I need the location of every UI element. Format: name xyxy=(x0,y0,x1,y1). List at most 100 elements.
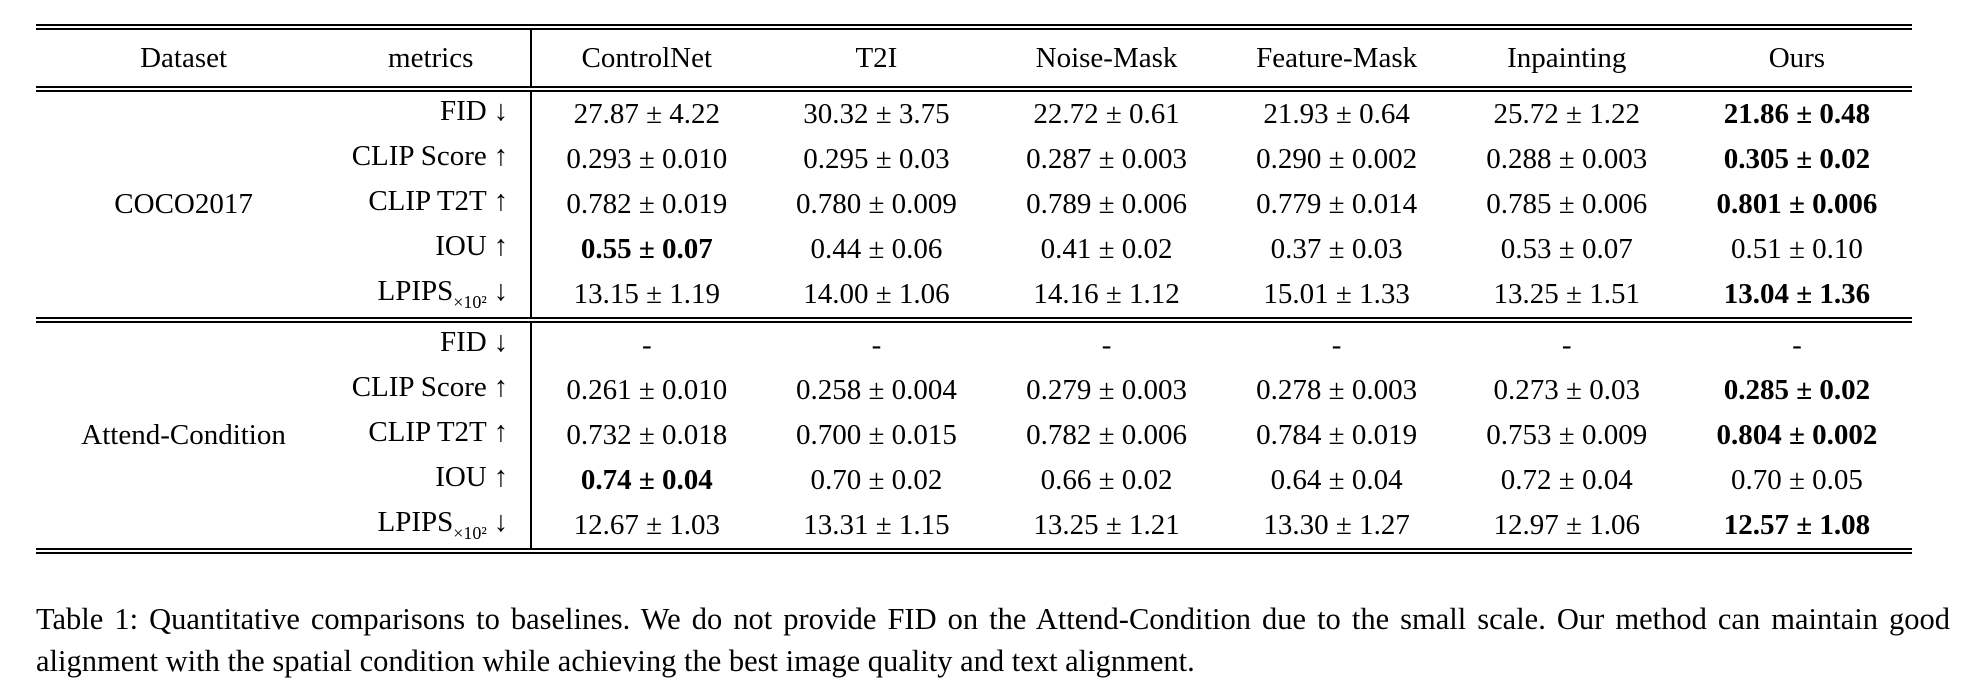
value-cell: 0.779 ± 0.014 xyxy=(1256,188,1418,220)
results-table: Dataset metrics ControlNet T2I Noise-Mas… xyxy=(36,24,1912,554)
table-row: IOU ↑ 0.55 ± 0.07 0.44 ± 0.06 0.41 ± 0.02 0.3… xyxy=(36,227,1912,272)
metric-label: CLIP Score ↑ xyxy=(331,137,533,182)
table-header-row: Dataset metrics ControlNet T2I Noise-Mas… xyxy=(36,27,1912,89)
metric-direction-arrow-icon: ↓ xyxy=(493,95,509,128)
metric-name: IOU xyxy=(435,230,487,263)
value-cell: 0.72 ± 0.04 xyxy=(1500,464,1633,496)
table-row: CLIP Score ↑ 0.293 ± 0.010 0.295 ± 0.03 0.28… xyxy=(36,137,1912,182)
metric-direction-arrow-icon: ↓ xyxy=(493,275,509,308)
metric-direction-arrow-icon: ↑ xyxy=(493,230,509,263)
value-cell: 0.700 ± 0.015 xyxy=(795,419,957,451)
table-row: CLIP T2T ↑ 0.782 ± 0.019 0.780 ± 0.009 0.789… xyxy=(36,182,1912,227)
value-cell: 14.16 ± 1.12 xyxy=(1033,278,1180,310)
column-header-noise-mask: Noise-Mask xyxy=(1035,41,1178,74)
dataset-cell: COCO2017 xyxy=(114,188,253,220)
table-row: CLIP Score ↑ 0.261 ± 0.010 0.258 ± 0.004 0.2… xyxy=(36,368,1912,413)
dataset-cell: Attend-Condition xyxy=(81,419,286,451)
value-cell: 13.25 ± 1.21 xyxy=(1033,509,1180,541)
metric-label: FID ↓ xyxy=(331,320,533,368)
value-cell: 0.66 ± 0.02 xyxy=(1040,464,1173,496)
column-header-inpainting: Inpainting xyxy=(1507,41,1627,74)
value-cell: - xyxy=(1101,329,1112,361)
value-cell: 13.15 ± 1.19 xyxy=(573,278,721,310)
value-cell: 0.278 ± 0.003 xyxy=(1256,374,1418,406)
metric-label: FID ↓ xyxy=(331,89,533,137)
value-cell: 0.70 ± 0.02 xyxy=(810,464,943,496)
metric-label: IOU ↑ xyxy=(331,458,533,503)
value-cell: 30.32 ± 3.75 xyxy=(803,98,950,130)
value-cell: 0.782 ± 0.006 xyxy=(1026,419,1187,451)
metric-name: IOU xyxy=(435,461,487,494)
metric-direction-arrow-icon: ↑ xyxy=(493,185,509,218)
table-row: Attend-Condition FID ↓ - - - - - - xyxy=(36,320,1912,451)
value-cell: 0.53 ± 0.07 xyxy=(1500,233,1633,265)
table-row: LPIPS×10² ↓ 12.67 ± 1.03 13.31 ± 1.15 13.25 … xyxy=(36,503,1912,551)
value-cell: 0.279 ± 0.003 xyxy=(1026,374,1187,406)
value-cell: 0.258 ± 0.004 xyxy=(795,374,957,406)
value-cell: 0.290 ± 0.002 xyxy=(1256,143,1418,175)
value-cell: 0.37 ± 0.03 xyxy=(1270,233,1403,265)
value-cell: 0.785 ± 0.006 xyxy=(1486,188,1648,220)
value-cell: 21.93 ± 0.64 xyxy=(1263,98,1410,130)
metric-direction-arrow-icon: ↑ xyxy=(493,461,509,494)
value-cell: 27.87 ± 4.22 xyxy=(573,98,721,130)
table-row: COCO2017 FID ↓ 27.87 ± 4.22 30.32 ± 3.75 22.7… xyxy=(36,89,1912,220)
metric-label: CLIP T2T ↑ xyxy=(331,413,533,458)
value-cell: - xyxy=(641,329,652,361)
value-cell: 0.41 ± 0.02 xyxy=(1040,233,1173,265)
value-cell: 0.64 ± 0.04 xyxy=(1270,464,1403,496)
value-cell: 0.74 ± 0.04 xyxy=(580,464,713,496)
value-cell: 22.72 ± 0.61 xyxy=(1033,98,1180,130)
value-cell: 0.293 ± 0.010 xyxy=(566,143,728,175)
value-cell: 0.295 ± 0.03 xyxy=(803,143,950,175)
value-cell: 13.04 ± 1.36 xyxy=(1723,278,1871,310)
value-cell: 0.51 ± 0.10 xyxy=(1730,233,1863,265)
column-header-ours: Ours xyxy=(1768,41,1826,74)
column-header-metrics: metrics xyxy=(331,27,533,89)
value-cell: 0.753 ± 0.009 xyxy=(1486,419,1648,451)
metric-label: CLIP T2T ↑ xyxy=(331,182,533,227)
column-header-feature-mask: Feature-Mask xyxy=(1256,41,1418,74)
metric-subscript: ×10² xyxy=(453,523,487,544)
value-cell: 0.285 ± 0.02 xyxy=(1723,374,1871,406)
metric-direction-arrow-icon: ↑ xyxy=(493,140,509,173)
value-cell: 0.44 ± 0.06 xyxy=(810,233,943,265)
value-cell: 12.67 ± 1.03 xyxy=(573,509,721,541)
value-cell: 21.86 ± 0.48 xyxy=(1723,98,1871,130)
value-cell: 13.31 ± 1.15 xyxy=(803,509,950,541)
metric-name: CLIP Score xyxy=(351,140,487,173)
value-cell: 0.305 ± 0.02 xyxy=(1723,143,1871,175)
table-row: CLIP T2T ↑ 0.732 ± 0.018 0.700 ± 0.015 0.782… xyxy=(36,413,1912,458)
value-cell: 0.732 ± 0.018 xyxy=(566,419,728,451)
metric-name: CLIP T2T xyxy=(368,185,487,218)
value-cell: 13.25 ± 1.51 xyxy=(1493,278,1640,310)
table-row: LPIPS×10² ↓ 13.15 ± 1.19 14.00 ± 1.06 14.16 … xyxy=(36,272,1912,320)
value-cell: 0.780 ± 0.009 xyxy=(795,188,957,220)
column-header-controlnet: ControlNet xyxy=(581,41,713,74)
value-cell: - xyxy=(1792,329,1802,361)
metric-label: LPIPS×10² ↓ xyxy=(331,272,533,320)
value-cell: 25.72 ± 1.22 xyxy=(1493,98,1640,130)
value-cell: - xyxy=(1331,329,1342,361)
metric-name: LPIPS xyxy=(377,506,454,539)
value-cell: 0.70 ± 0.05 xyxy=(1730,464,1863,496)
table-caption: Table 1: Quantitative comparisons to bas… xyxy=(36,602,1950,678)
value-cell: 0.801 ± 0.006 xyxy=(1716,188,1878,220)
value-cell: 14.00 ± 1.06 xyxy=(803,278,950,310)
value-cell: 12.57 ± 1.08 xyxy=(1723,509,1871,541)
value-cell: 0.273 ± 0.03 xyxy=(1493,374,1640,406)
metric-name: CLIP Score xyxy=(351,371,487,404)
metric-subscript: ×10² xyxy=(453,292,487,313)
value-cell: - xyxy=(871,329,882,361)
metric-name: CLIP T2T xyxy=(368,416,487,449)
metric-direction-arrow-icon: ↓ xyxy=(493,326,509,359)
value-cell: 0.261 ± 0.010 xyxy=(566,374,728,406)
metric-name: FID xyxy=(440,326,487,359)
table-row: IOU ↑ 0.74 ± 0.04 0.70 ± 0.02 0.66 ± 0.02 0.6… xyxy=(36,458,1912,503)
metric-name: FID xyxy=(440,95,487,128)
column-header-t2i: T2I xyxy=(855,41,898,74)
metric-label: LPIPS×10² ↓ xyxy=(331,503,533,551)
value-cell: 0.784 ± 0.019 xyxy=(1256,419,1418,451)
metric-direction-arrow-icon: ↑ xyxy=(493,371,509,404)
